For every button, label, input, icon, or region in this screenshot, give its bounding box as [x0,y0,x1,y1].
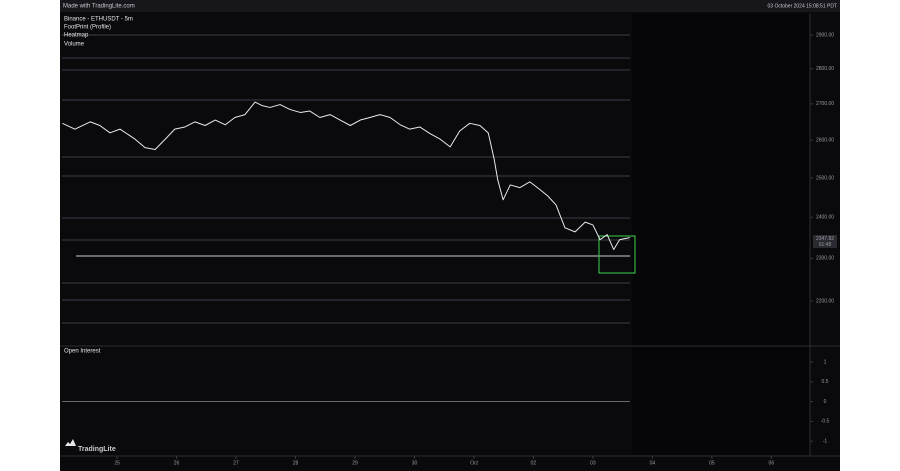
watermark: Made with TradingLite.com [63,4,135,10]
chart-title: Binance - ETHUSDT - 5m [64,17,133,23]
heatmap [62,34,630,324]
last-price: 2347.82 [816,236,834,242]
y-tick-label: 2600.00 [816,138,834,144]
x-tick-label: 27 [233,460,239,466]
top-bar [60,0,840,12]
y-tick-label: -1 [823,438,828,444]
y-tick-label: 0 [824,399,827,405]
y-tick-label: 0.5 [822,379,829,385]
y-tick-label: 2400.00 [816,215,834,221]
brand-name: TradingLite [78,446,116,453]
x-tick-label: 29 [352,460,358,466]
price-tag [813,235,837,248]
y-tick-label: 1 [824,359,827,365]
y-tick-label: 2900.00 [816,32,834,38]
x-tick-label: 26 [174,460,180,466]
y-tick-label: -0.5 [821,419,830,425]
series-line [62,101,630,251]
countdown: 01:48 [819,242,832,248]
y-tick-label: 2200.00 [816,298,834,304]
future-area [632,13,810,455]
layer-label: FootPrint (Profile) [64,25,111,31]
x-tick-label: 02 [531,460,537,466]
layer-label: Heatmap [64,33,89,39]
y-tick-label: 2700.00 [816,101,834,107]
x-tick-label: 03 [590,460,596,466]
x-tick-label: 04 [650,460,656,466]
x-tick-label: 30 [412,460,418,466]
layer-label: Volume [64,42,85,48]
timestamp: 03 October 2024 15:08:51 PDT [768,3,838,9]
panel-title: Open Interest [64,349,101,355]
x-tick-label: 28 [293,460,299,466]
y-tick-label: 2300.00 [816,256,834,262]
x-tick-label: Oct [470,460,478,466]
x-tick-label: 05 [709,460,715,466]
y-tick-label: 2500.00 [816,175,834,181]
x-tick-label: 25 [114,460,120,466]
y-tick-label: 2800.00 [816,66,834,72]
x-tick-label: 06 [769,460,775,466]
brand-logo [65,439,76,446]
current-footprint-box [598,235,636,274]
